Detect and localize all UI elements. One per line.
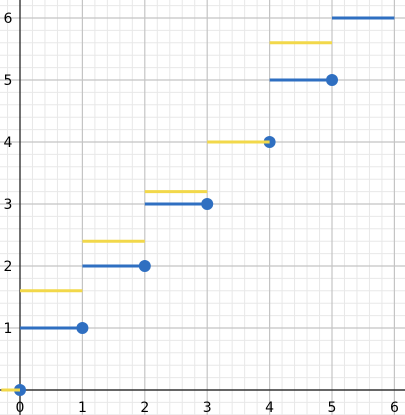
x-tick-label: 4: [265, 400, 274, 415]
series-1: [1, 41, 332, 392]
x-tick-label: 6: [390, 400, 399, 415]
y-tick-label: 3: [4, 197, 13, 213]
y-tick-label: 4: [4, 135, 13, 151]
y-tick-label: 1: [4, 321, 13, 337]
series-0: [14, 16, 395, 396]
series-layer: [1, 16, 395, 396]
series-0-point: [326, 74, 338, 86]
x-tick-label: 3: [203, 400, 212, 415]
x-tick-label: 2: [140, 400, 149, 415]
y-tick-label: 6: [4, 11, 13, 27]
series-0-point: [138, 260, 151, 272]
series-0-point: [76, 322, 89, 334]
x-tick-label: 0: [16, 400, 25, 415]
x-tick-label: 1: [78, 400, 87, 415]
y-tick-label: 2: [4, 259, 13, 275]
y-tick-label: 5: [4, 73, 13, 89]
series-0-point: [201, 198, 214, 210]
x-tick-label: 5: [328, 400, 337, 415]
tick-labels: 0 1 2 3 4 5 6 1 2 3 4 5 6: [4, 11, 399, 415]
